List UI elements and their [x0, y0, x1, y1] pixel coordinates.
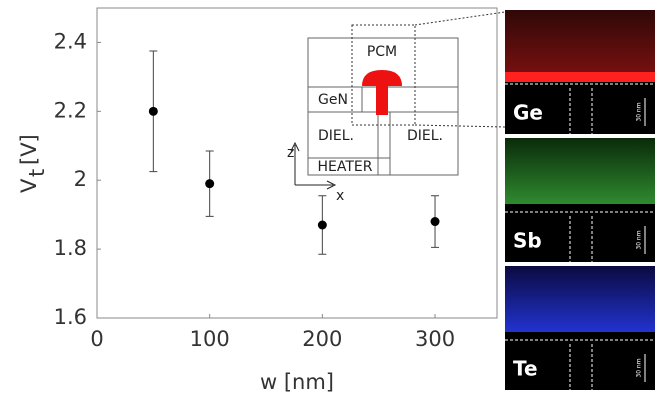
x-axis-label: w [nm] — [260, 370, 334, 394]
inset-diagram — [290, 11, 506, 190]
scale-label: 30 nm — [636, 102, 643, 121]
scale-label: 30 nm — [636, 358, 643, 377]
y-label-unit: [V] — [17, 134, 41, 165]
inset-label: PCM — [367, 44, 397, 60]
inset-label: GeN — [318, 92, 348, 108]
edx-panels: Ge 30 nm Sb 30 nm Te 30 nm — [505, 10, 655, 390]
edx-element: Ge — [513, 101, 543, 125]
inset-label: z — [287, 145, 294, 161]
inset-label: DIEL. — [318, 128, 354, 144]
y-tick-label: 2.2 — [54, 98, 87, 122]
y-tick-label: 1.6 — [54, 305, 87, 329]
edx-map — [505, 138, 655, 204]
data-point — [317, 220, 327, 230]
x-tick-label: 200 — [302, 327, 342, 351]
data-point — [205, 179, 215, 189]
plot-frame — [96, 7, 498, 319]
plot: 0 100 200 300 1.6 1.8 2 2.2 2.4 — [54, 29, 455, 351]
scale-label: 30 nm — [636, 230, 643, 249]
x-tick-label: 0 — [90, 327, 103, 351]
y-tick-label: 2 — [74, 167, 87, 191]
edx-element: Sb — [513, 229, 542, 253]
y-axis-label: V t [V] — [17, 134, 49, 193]
inset-label: HEATER — [318, 159, 373, 175]
y-label-subscript: t — [25, 169, 49, 177]
data-point — [430, 217, 440, 227]
y-tick-label: 1.8 — [54, 236, 87, 260]
edx-strip — [505, 72, 655, 82]
inset-label: x — [336, 188, 344, 204]
y-tick-label: 2.4 — [54, 29, 87, 53]
edx-element: Te — [513, 357, 538, 381]
data-point — [148, 106, 158, 116]
edx-map — [505, 266, 655, 332]
x-tick-label: 100 — [190, 327, 230, 351]
x-tick-label: 300 — [415, 327, 455, 351]
edx-outline — [505, 83, 655, 134]
y-label-symbol: V — [17, 178, 41, 193]
edx-outline — [505, 339, 655, 390]
edx-map — [505, 10, 655, 76]
inset-label: DIEL. — [407, 128, 443, 144]
edx-outline — [505, 211, 655, 262]
